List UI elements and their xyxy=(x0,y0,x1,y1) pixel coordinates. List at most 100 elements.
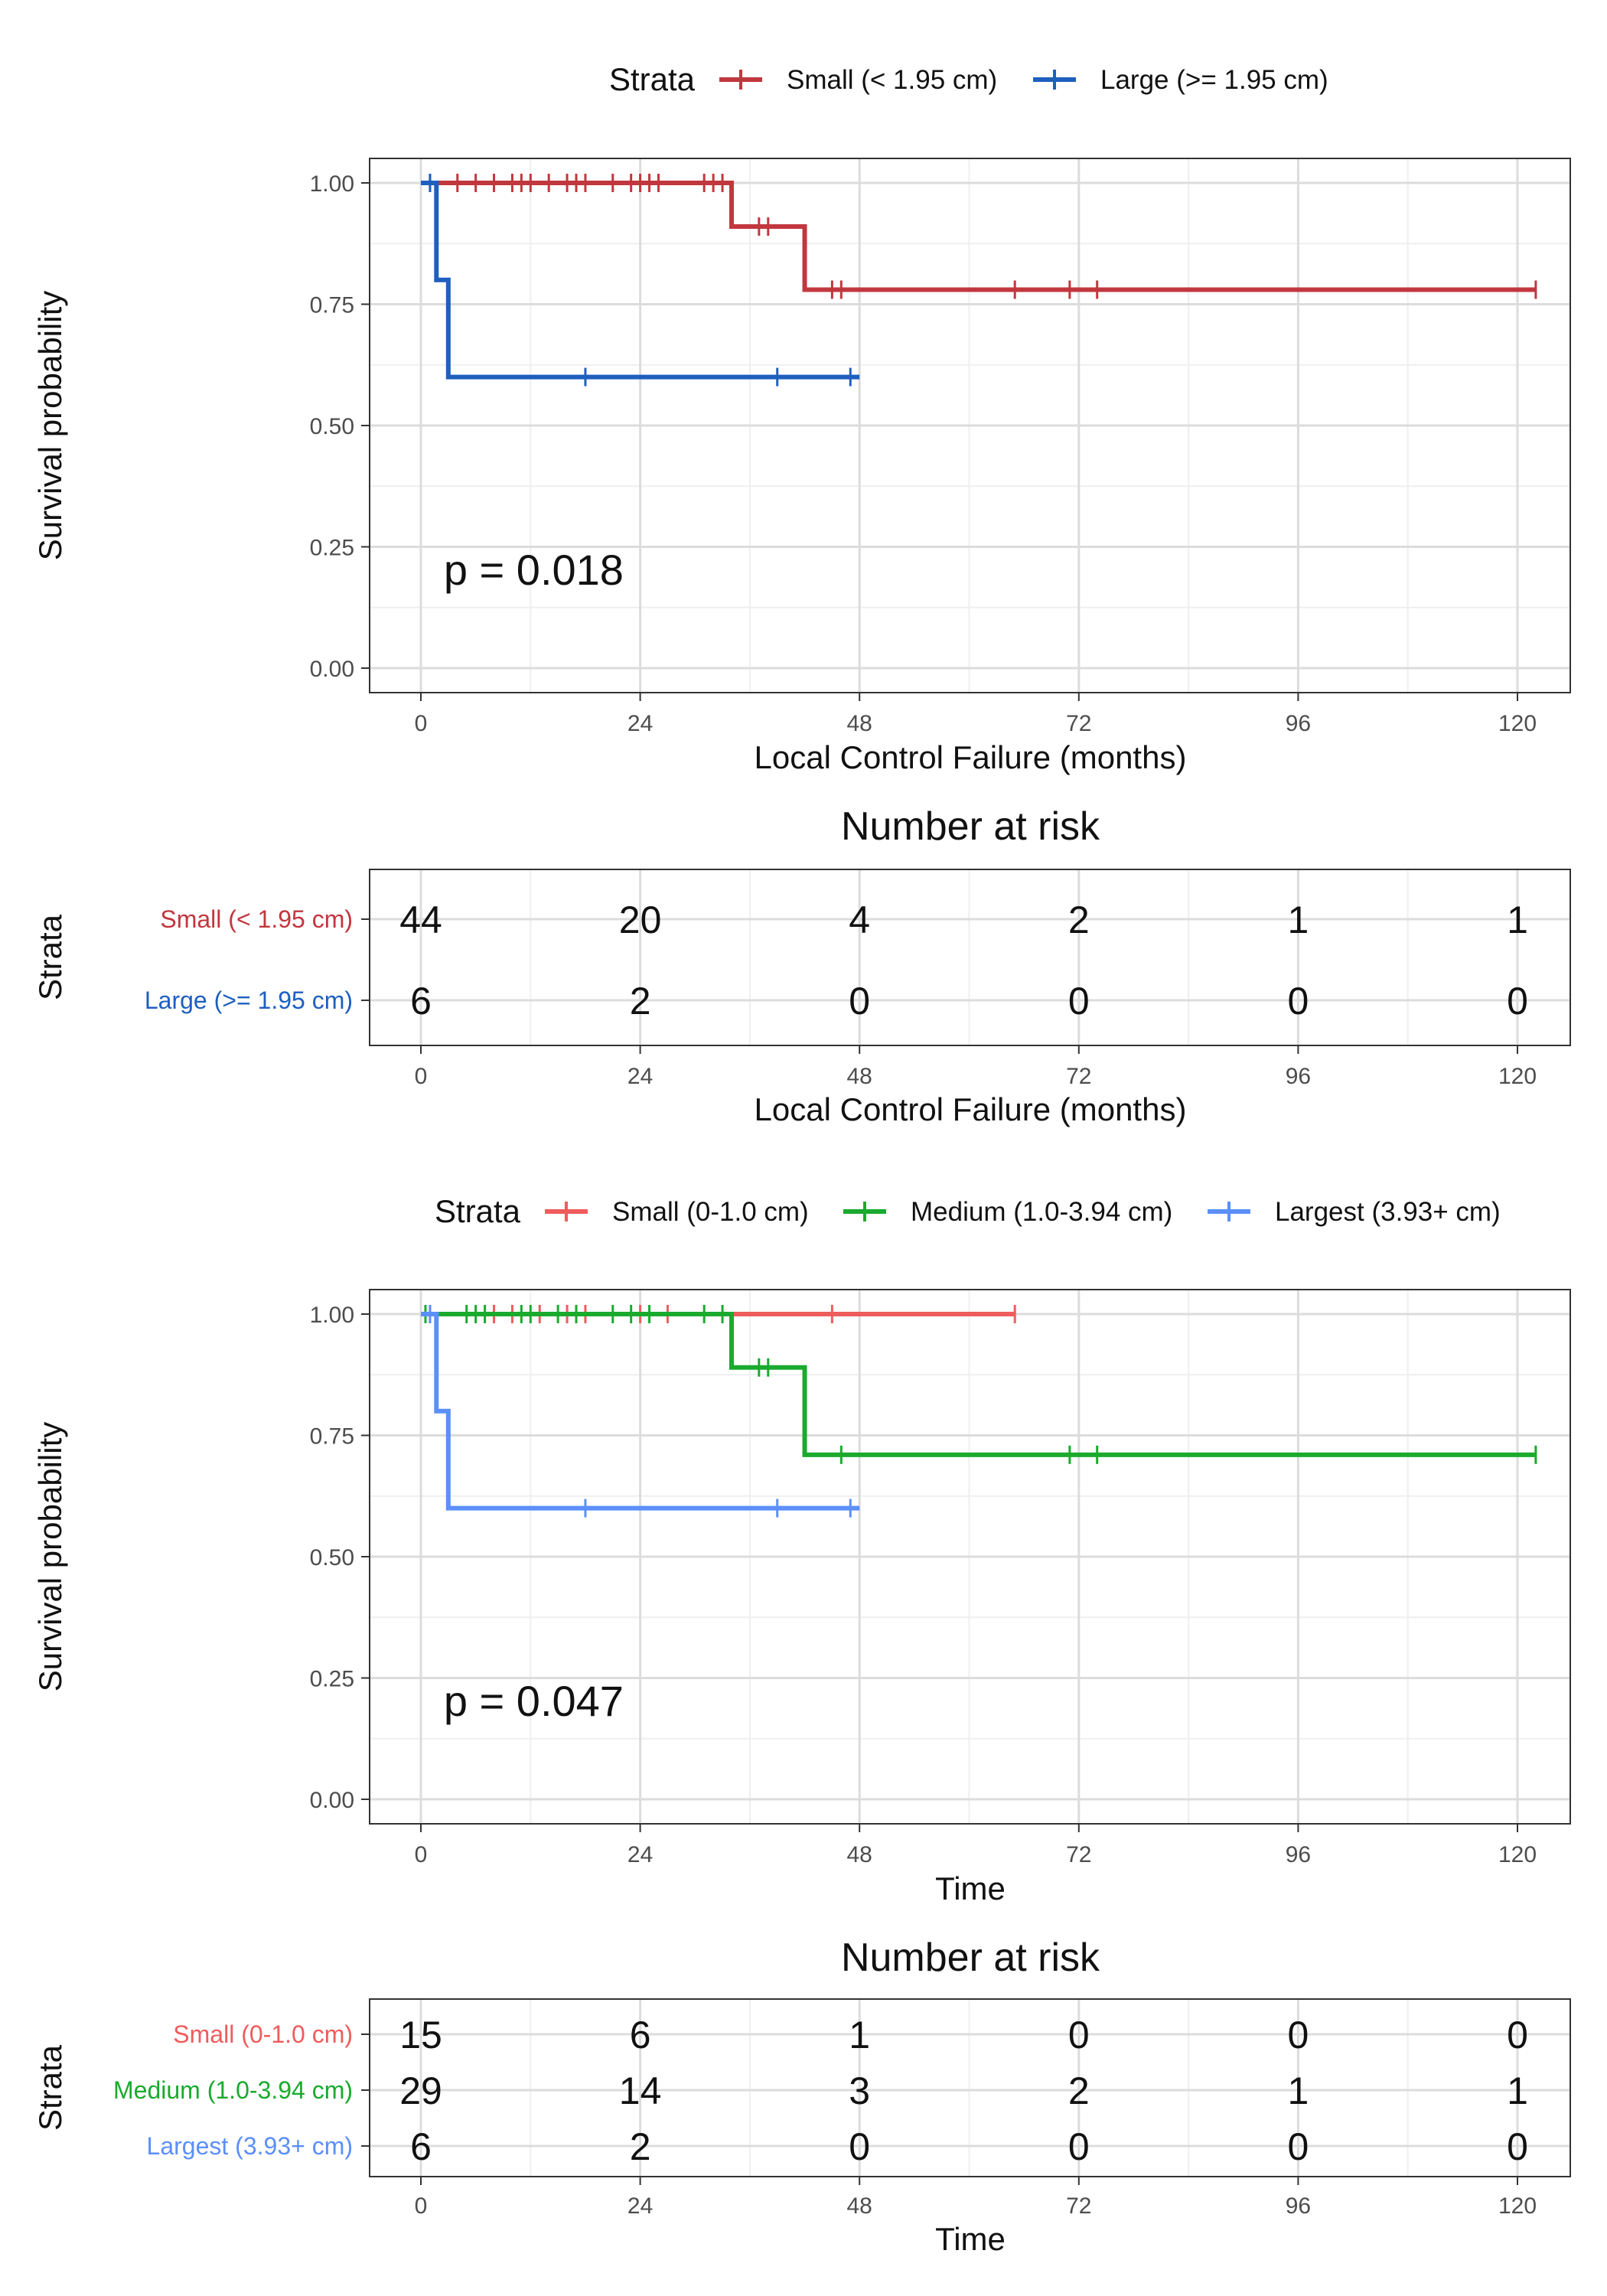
legend-label: Small (0-1.0 cm) xyxy=(612,1197,809,1227)
legend-title: Strata xyxy=(609,61,696,97)
survival-series xyxy=(421,1305,1537,1464)
y-tick-label: 0.25 xyxy=(310,1667,354,1692)
y-tick-label: 0.50 xyxy=(310,1545,354,1570)
legend-key xyxy=(1208,1202,1250,1221)
y-axis-title: Survival probability xyxy=(32,1422,68,1692)
y-tick-label: 0.50 xyxy=(310,414,354,439)
risk-count: 0 xyxy=(1287,980,1309,1022)
survival-curve xyxy=(421,181,860,380)
x-tick-label: 96 xyxy=(1286,711,1311,736)
risk-count: 1 xyxy=(1507,899,1528,941)
x-tick-label: 72 xyxy=(1066,2193,1091,2219)
risk-count: 14 xyxy=(619,2069,662,2112)
risk-count: 6 xyxy=(410,2125,432,2168)
legend-title: Strata xyxy=(435,1193,521,1229)
risk-border xyxy=(369,869,1571,1046)
survival-series xyxy=(421,1305,860,1518)
legend: Strata Small (< 1.95 cm) Large (>= 1.95 cm… xyxy=(609,61,1328,97)
legend-label: Large (>= 1.95 cm) xyxy=(1100,65,1328,95)
legend-key xyxy=(545,1202,588,1221)
risk-table-title: Number at risk xyxy=(841,804,1100,849)
risk-row-label: Largest (3.93+ cm) xyxy=(147,2132,353,2160)
risk-count: 2 xyxy=(630,2125,651,2168)
y-axis-title: Survival probability xyxy=(32,291,68,561)
x-axis-title: Time xyxy=(935,1870,1006,1906)
risk-count: 2 xyxy=(630,980,651,1022)
x-tick-label: 120 xyxy=(1498,2193,1537,2219)
risk-count: 3 xyxy=(849,2069,870,2112)
legend-key xyxy=(719,70,762,90)
risk-count: 6 xyxy=(410,980,432,1022)
x-axis-title: Local Control Failure (months) xyxy=(755,739,1187,775)
survival-series xyxy=(421,174,860,386)
y-tick-label: 0.75 xyxy=(310,293,354,318)
risk-table-title: Number at risk xyxy=(841,1936,1100,1980)
survival-plot: p = 0.018 0.00 0.25 0.50 0.75 1.00 0 24 48 72 96 12… xyxy=(32,158,1571,775)
y-axis-title: Strata xyxy=(32,2044,68,2131)
x-tick-label: 24 xyxy=(627,1064,653,1089)
risk-count: 4 xyxy=(849,899,870,941)
risk-count: 1 xyxy=(1507,2069,1528,2112)
x-tick-label: 48 xyxy=(847,1842,872,1867)
risk-count: 2 xyxy=(1068,899,1090,941)
x-tick-label: 72 xyxy=(1066,1064,1091,1089)
x-tick-label: 24 xyxy=(627,711,653,736)
y-axis-title: Strata xyxy=(32,914,68,1000)
risk-count: 15 xyxy=(399,2014,442,2056)
risk-table: Number at risk Small (0-1.0 cm) 15 6 1 0 0 0 Med… xyxy=(32,1936,1571,2257)
risk-count: 6 xyxy=(630,2014,651,2056)
x-axis-title: Local Control Failure (months) xyxy=(755,1091,1187,1127)
risk-count: 1 xyxy=(1287,2069,1309,2112)
risk-count: 0 xyxy=(1287,2125,1309,2168)
risk-count: 2 xyxy=(1068,2069,1090,2112)
y-tick-label: 0.00 xyxy=(310,657,354,682)
y-tick-label: 0.75 xyxy=(310,1424,354,1450)
risk-count: 0 xyxy=(849,980,870,1022)
x-tick-label: 120 xyxy=(1498,1842,1537,1867)
risk-count: 0 xyxy=(1507,980,1528,1022)
risk-count: 1 xyxy=(849,2014,870,2056)
x-tick-label: 0 xyxy=(415,1064,428,1089)
x-tick-label: 48 xyxy=(847,2193,872,2219)
x-tick-label: 48 xyxy=(847,1064,872,1089)
y-tick-label: 0.00 xyxy=(310,1788,354,1813)
x-tick-label: 96 xyxy=(1286,2193,1311,2219)
risk-row-label: Medium (1.0-3.94 cm) xyxy=(113,2076,353,2104)
x-tick-label: 48 xyxy=(847,711,872,736)
legend-label: Medium (1.0-3.94 cm) xyxy=(911,1197,1172,1227)
y-tick-label: 0.25 xyxy=(310,536,354,561)
x-axis-title: Time xyxy=(935,2221,1006,2257)
legend: Strata Small (0-1.0 cm) Medium (1.0-3.94 c… xyxy=(435,1193,1501,1229)
x-tick-label: 24 xyxy=(627,1842,653,1867)
survival-curve xyxy=(421,1312,860,1511)
x-tick-label: 120 xyxy=(1498,1064,1537,1089)
x-tick-label: 96 xyxy=(1286,1064,1311,1089)
x-tick-label: 0 xyxy=(415,1842,428,1867)
risk-count: 0 xyxy=(1068,980,1090,1022)
risk-row-label: Large (>= 1.95 cm) xyxy=(145,987,353,1014)
x-tick-label: 0 xyxy=(415,711,428,736)
x-tick-label: 24 xyxy=(627,2193,653,2219)
risk-count: 0 xyxy=(849,2125,870,2168)
p-value-annotation: p = 0.047 xyxy=(444,1677,624,1725)
legend-label: Small (< 1.95 cm) xyxy=(787,65,997,95)
risk-count: 0 xyxy=(1068,2125,1090,2168)
x-tick-label: 120 xyxy=(1498,711,1537,736)
p-value-annotation: p = 0.018 xyxy=(444,546,624,594)
risk-count: 0 xyxy=(1068,2014,1090,2056)
y-tick-label: 1.00 xyxy=(310,171,354,197)
x-tick-label: 72 xyxy=(1066,711,1091,736)
risk-count: 0 xyxy=(1507,2125,1528,2168)
x-tick-label: 96 xyxy=(1286,1842,1311,1867)
risk-count: 44 xyxy=(399,899,442,941)
x-tick-label: 72 xyxy=(1066,1842,1091,1867)
risk-count: 0 xyxy=(1287,2014,1309,2056)
legend-key xyxy=(1033,70,1076,90)
risk-count: 1 xyxy=(1287,899,1309,941)
risk-count: 20 xyxy=(619,899,662,941)
legend-key xyxy=(843,1202,886,1221)
risk-count: 0 xyxy=(1507,2014,1528,2056)
y-tick-label: 1.00 xyxy=(310,1303,354,1328)
